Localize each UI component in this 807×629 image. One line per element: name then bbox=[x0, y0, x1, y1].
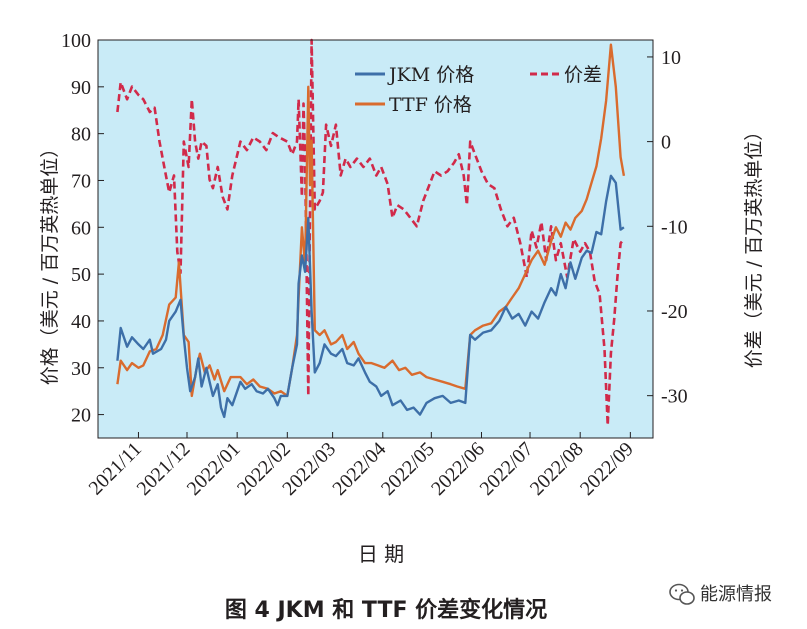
wechat-icon bbox=[669, 583, 695, 605]
legend-label-2: TTF 价格 bbox=[389, 94, 472, 116]
figure-caption: 图 4 JKM 和 TTF 价差变化情况 bbox=[225, 597, 547, 623]
left-tick-label: 100 bbox=[61, 30, 91, 52]
legend-label-3: 价差 bbox=[564, 64, 602, 86]
right-tick-label: -10 bbox=[661, 216, 688, 238]
left-tick-label: 60 bbox=[71, 217, 91, 239]
watermark-text: 能源情报 bbox=[700, 584, 772, 605]
x-tick-label: 2022/06 bbox=[427, 438, 489, 500]
right-tick-label: -30 bbox=[661, 386, 688, 408]
right-axis-title: 价差（美元 / 百万英热单位） bbox=[743, 122, 765, 368]
left-tick-label: 40 bbox=[71, 311, 91, 333]
left-axis-title: 价格（美元 / 百万英热单位） bbox=[39, 139, 61, 385]
x-tick-label: 2021/11 bbox=[85, 438, 146, 499]
watermark: 能源情报 bbox=[669, 583, 772, 605]
x-tick-label: 2021/12 bbox=[133, 438, 195, 500]
legend: JKM 价格 价差 TTF 价格 bbox=[355, 64, 602, 116]
x-tick-label: 2022/04 bbox=[328, 438, 390, 500]
x-tick-label: 2022/07 bbox=[476, 438, 538, 500]
right-tick-label: 0 bbox=[661, 132, 671, 154]
left-tick-label: 90 bbox=[71, 77, 91, 99]
left-tick-label: 80 bbox=[71, 124, 91, 146]
legend-label-1: JKM 价格 bbox=[387, 64, 474, 86]
x-tick-label: 2022/08 bbox=[526, 438, 588, 500]
left-tick-label: 20 bbox=[71, 405, 91, 427]
left-tick-label: 30 bbox=[71, 358, 91, 380]
series-line-1 bbox=[116, 174, 625, 419]
series-layer bbox=[116, 38, 626, 427]
left-tick-label: 70 bbox=[71, 170, 91, 192]
right-tick-label: -20 bbox=[661, 301, 688, 323]
x-tick-label: 2022/05 bbox=[377, 438, 439, 500]
left-tick-label: 50 bbox=[71, 264, 91, 286]
plot-frame bbox=[97, 39, 654, 439]
right-tick-label: 10 bbox=[661, 47, 681, 69]
x-axis-title: 日 期 bbox=[358, 542, 404, 566]
x-tick-label: 2022/09 bbox=[576, 438, 638, 500]
x-tick-label: 2022/01 bbox=[183, 438, 245, 500]
